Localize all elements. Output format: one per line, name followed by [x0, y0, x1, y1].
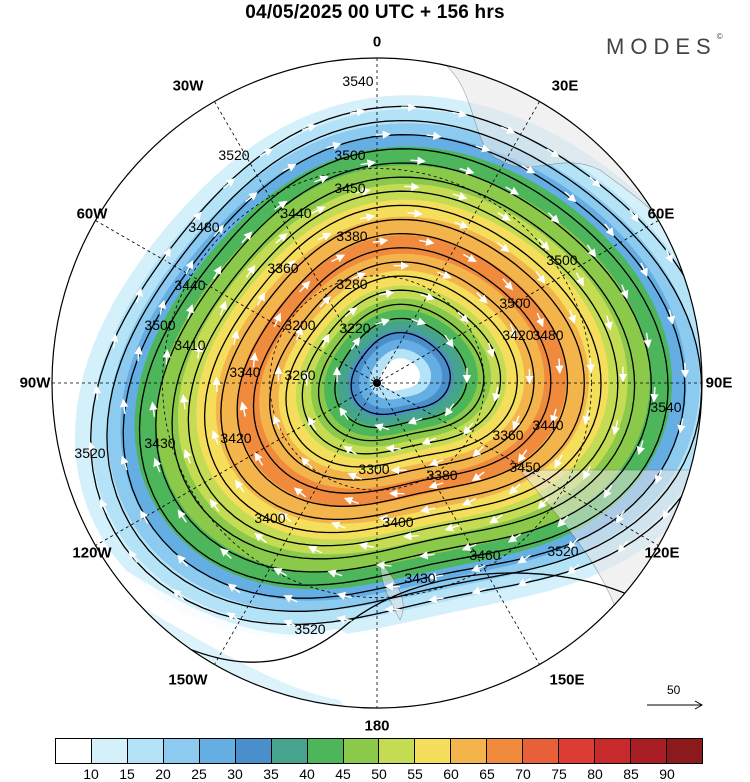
contour-label: 3460	[469, 547, 500, 563]
colorbar-tick-label: 60	[443, 766, 459, 782]
longitude-label: 30E	[551, 77, 579, 95]
colorbar-swatch	[235, 739, 272, 763]
contour-label: 3440	[174, 277, 205, 293]
colorbar-tick-label: 25	[191, 766, 207, 782]
colorbar-tick-label: 10	[83, 766, 99, 782]
longitude-label: 90W	[19, 374, 51, 392]
longitude-label: 60E	[647, 205, 675, 223]
colorbar-swatch	[595, 739, 631, 763]
colorbar-swatch	[163, 739, 200, 763]
colorbar-swatch	[271, 739, 308, 763]
colorbar-swatch	[487, 739, 524, 763]
colorbar-swatch	[379, 739, 416, 763]
contour-label: 3500	[546, 252, 577, 268]
contour-label: 3500	[144, 317, 175, 333]
colorbar-swatch	[666, 739, 702, 763]
contour-label: 3410	[174, 337, 205, 353]
contour-label: 3200	[284, 317, 315, 333]
colorbar-swatch	[559, 739, 596, 763]
longitude-label: 120E	[644, 544, 680, 562]
colorbar-swatch	[127, 739, 164, 763]
colorbar-tick-label: 20	[155, 766, 171, 782]
contour-label: 3430	[144, 435, 175, 451]
longitude-label: 90E	[705, 374, 733, 392]
contour-label: 3220	[339, 320, 370, 336]
map-border	[51, 57, 703, 709]
colorbar-swatch	[199, 739, 236, 763]
contour-label: 3520	[547, 543, 578, 559]
contour-label: 3500	[334, 147, 365, 163]
colorbar-tick-label: 15	[119, 766, 135, 782]
contour-label: 3400	[254, 510, 285, 526]
colorbar-tick-label: 40	[299, 766, 315, 782]
colorbar-swatch	[451, 739, 488, 763]
contour-label: 3280	[336, 276, 367, 292]
contour-label: 3520	[218, 147, 249, 163]
colorbar-swatch	[307, 739, 344, 763]
colorbar	[55, 738, 703, 764]
colorbar-tick-label: 30	[227, 766, 243, 782]
contour-label: 3440	[532, 417, 563, 433]
contour-label: 3430	[404, 570, 435, 586]
contour-label: 3520	[74, 445, 105, 461]
contour-label: 3480	[188, 219, 219, 235]
colorbar-tick-label: 85	[623, 766, 639, 782]
contour-label: 3260	[284, 367, 315, 383]
colorbar-swatch	[343, 739, 380, 763]
colorbar-tick-label: 70	[515, 766, 531, 782]
colorbar-swatch	[523, 739, 560, 763]
colorbar-swatch	[415, 739, 452, 763]
colorbar-tick-label: 90	[659, 766, 675, 782]
contour-label: 3360	[267, 260, 298, 276]
longitude-label: 30W	[172, 77, 204, 95]
north-pole-marker	[373, 379, 381, 387]
contour-label: 3400	[382, 514, 413, 530]
longitude-label: 150E	[549, 671, 585, 689]
longitude-label: 150W	[168, 671, 208, 689]
contour-label: 3440	[280, 205, 311, 221]
colorbar-tick-label: 75	[551, 766, 567, 782]
contour-label: 3420	[502, 327, 533, 343]
colorbar-tick-label: 35	[263, 766, 279, 782]
colorbar-tick-label: 55	[407, 766, 423, 782]
colorbar-swatch	[56, 739, 92, 763]
contour-label: 3520	[294, 621, 325, 637]
contour-label: 3340	[229, 364, 260, 380]
colorbar-swatch	[631, 739, 667, 763]
reference-vector-arrow	[647, 700, 704, 710]
longitude-label: 180	[364, 717, 390, 735]
contour-label: 3380	[426, 467, 457, 483]
contour-label: 3380	[336, 228, 367, 244]
longitude-label: 60W	[76, 205, 108, 223]
longitude-label: 0	[372, 33, 382, 51]
polar-map: 3540 3540 3520 3520 3520 3520 3500 3500 3500 3500…	[51, 57, 703, 709]
colorbar-tick-label: 45	[335, 766, 351, 782]
contour-label: 3500	[499, 295, 530, 311]
contour-label: 3540	[650, 399, 681, 415]
contour-label: 3360	[492, 427, 523, 443]
colorbar-tick-label: 50	[371, 766, 387, 782]
contour-label: 3480	[532, 327, 563, 343]
colorbar-swatch	[91, 739, 128, 763]
contour-label: 3450	[509, 459, 540, 475]
longitude-label: 120W	[72, 544, 112, 562]
contour-label: 3420	[220, 430, 251, 446]
colorbar-tick-label: 80	[587, 766, 603, 782]
contour-label: 3300	[358, 461, 389, 477]
contour-label: 3450	[334, 180, 365, 196]
chart-title: 04/05/2025 00 UTC + 156 hrs	[245, 2, 505, 23]
colorbar-tick-label: 65	[479, 766, 495, 782]
contour-label: 3540	[342, 73, 373, 89]
reference-vector-label: 50	[667, 683, 681, 697]
brand-logo: MODES©	[606, 32, 723, 59]
